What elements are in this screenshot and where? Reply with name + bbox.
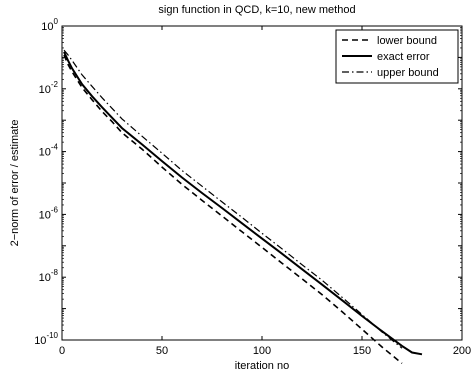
legend: lower bound exact error upper bound (335, 29, 459, 84)
y-tick-label: 10-6 (39, 205, 59, 221)
y-tick-label: 10-10 (34, 331, 58, 347)
y-tick-label: 10-2 (39, 80, 59, 96)
chart-title: sign function in QCD, k=10, new method (158, 4, 355, 16)
y-tick-exponent: -8 (51, 268, 59, 277)
x-tick-label: 150 (353, 345, 371, 357)
y-tick-exponent: -4 (51, 143, 59, 152)
plot-lines (63, 49, 423, 365)
y-tick-exponent: -10 (46, 331, 58, 340)
y-tick-label: 10-4 (39, 143, 59, 159)
x-tick-label: 50 (156, 345, 168, 357)
x-tick-label: 100 (253, 345, 271, 357)
legend-label: upper bound (377, 67, 439, 79)
series-line-upper-bound (63, 49, 403, 349)
y-axis-label: 2−norm of error / estimate (9, 120, 21, 247)
y-tick-base: 10 (39, 272, 51, 284)
series-line-lower-bound (63, 54, 403, 365)
series-line-exact-error (63, 51, 423, 356)
y-tick-exponent: -6 (51, 205, 59, 214)
x-axis: 0 50 100 150 200 (59, 26, 471, 357)
legend-label: lower bound (377, 35, 437, 47)
y-tick-label: 10-8 (39, 268, 59, 284)
x-tick-label: 0 (59, 345, 65, 357)
y-tick-base: 10 (39, 147, 51, 159)
legend-label: exact error (377, 51, 430, 63)
x-axis-label: iteration no (235, 360, 289, 372)
y-tick-exponent: 0 (54, 17, 59, 26)
y-tick-base: 10 (41, 21, 53, 33)
y-tick-base: 10 (34, 335, 46, 347)
y-tick-label: 100 (41, 17, 58, 33)
y-tick-base: 10 (39, 209, 51, 221)
y-tick-exponent: -2 (51, 80, 59, 89)
y-tick-base: 10 (39, 84, 51, 96)
x-tick-label: 200 (453, 345, 471, 357)
